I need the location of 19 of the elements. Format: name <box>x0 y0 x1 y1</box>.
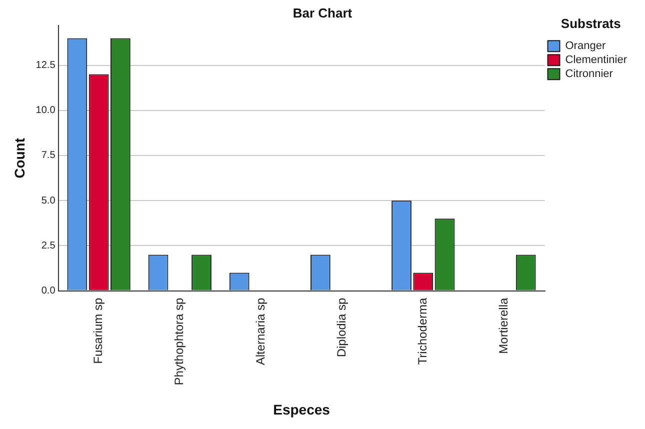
y-tick-label: 10.0 <box>36 105 56 116</box>
y-tick-label: 5.0 <box>41 195 56 206</box>
x-tick-label: Diplodia sp <box>334 297 348 358</box>
x-axis-title: Especes <box>273 401 330 418</box>
y-tick-label: 7.5 <box>41 150 56 162</box>
y-tick-label: 0.0 <box>41 286 56 297</box>
y-tick-label: 2.5 <box>41 240 56 252</box>
legend-label: Citronnier <box>565 68 614 80</box>
x-tick-label: Trichoderma <box>415 297 430 365</box>
legend-label: Clementinier <box>565 54 628 66</box>
y-axis-title: Count <box>11 138 28 178</box>
legend-label: Oranger <box>565 40 606 52</box>
x-tick-label: Phythophtora sp <box>172 297 186 386</box>
x-tick-label: Mortierella <box>496 297 511 354</box>
chart-title: Bar Chart <box>292 5 353 20</box>
y-tick-label: 12.5 <box>36 60 56 72</box>
x-tick-label: Alternaria sp <box>253 297 268 366</box>
legend-title: Substrats <box>560 16 621 32</box>
x-tick-label: Fusarium sp <box>91 297 106 364</box>
